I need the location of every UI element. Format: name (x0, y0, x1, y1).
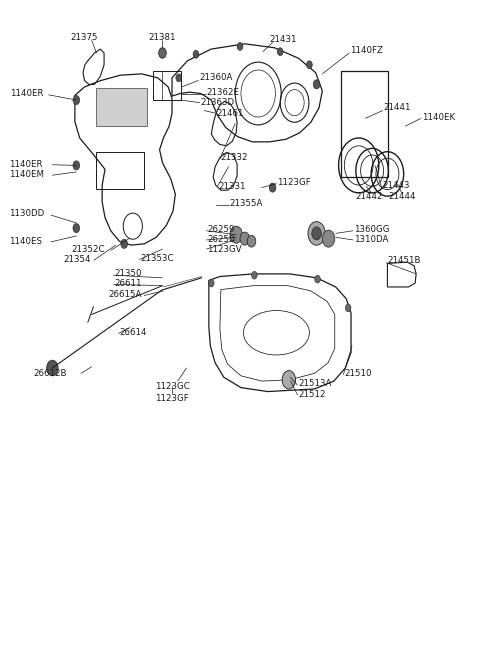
Circle shape (237, 43, 243, 50)
Text: 21441: 21441 (384, 103, 411, 113)
Text: 21431: 21431 (269, 35, 297, 45)
Text: 21443: 21443 (383, 181, 410, 190)
Text: 21332: 21332 (221, 153, 248, 162)
Circle shape (73, 96, 80, 105)
Text: 21363D: 21363D (201, 98, 235, 107)
Text: 21355A: 21355A (229, 199, 263, 208)
Circle shape (308, 221, 325, 245)
Circle shape (158, 48, 166, 58)
Text: 1140ER: 1140ER (10, 89, 44, 98)
Text: 21513A: 21513A (299, 379, 332, 388)
Text: 1360GG: 1360GG (354, 225, 389, 234)
Circle shape (73, 161, 80, 170)
Text: 1140FZ: 1140FZ (350, 46, 383, 55)
Text: 21362E: 21362E (206, 88, 240, 97)
Circle shape (121, 239, 128, 248)
Bar (96, 88, 147, 126)
Text: 21350: 21350 (115, 269, 142, 278)
Circle shape (315, 275, 321, 283)
Text: 26612B: 26612B (33, 369, 67, 378)
Text: 1123GF: 1123GF (155, 394, 189, 403)
Circle shape (240, 232, 250, 245)
Text: 1140ER: 1140ER (9, 160, 43, 168)
Text: 26614: 26614 (120, 328, 147, 337)
Text: 21451B: 21451B (387, 256, 421, 265)
Bar (96, 153, 144, 189)
Text: 1130DD: 1130DD (9, 209, 45, 218)
Text: 21442: 21442 (356, 193, 383, 201)
Text: 26611: 26611 (115, 279, 142, 288)
Circle shape (247, 235, 256, 247)
Circle shape (312, 227, 322, 240)
Text: 21375: 21375 (71, 33, 98, 42)
Text: 21360A: 21360A (199, 73, 233, 83)
Text: 21353C: 21353C (141, 253, 174, 263)
Text: 26250: 26250 (207, 234, 235, 244)
Circle shape (208, 279, 214, 287)
Circle shape (345, 304, 351, 312)
Text: 21352C: 21352C (72, 244, 105, 253)
Circle shape (307, 61, 312, 69)
Circle shape (282, 371, 296, 389)
Circle shape (230, 226, 242, 243)
Text: 21331: 21331 (218, 182, 246, 191)
Text: 1123GC: 1123GC (155, 382, 190, 391)
Text: 21461: 21461 (216, 109, 243, 118)
Text: 1310DA: 1310DA (354, 234, 388, 244)
Text: 21354: 21354 (63, 255, 90, 264)
Text: 1140EK: 1140EK (422, 113, 455, 122)
Circle shape (176, 74, 181, 82)
Text: 21512: 21512 (299, 390, 326, 399)
Text: 21444: 21444 (388, 193, 416, 201)
Text: 26615A: 26615A (108, 290, 142, 299)
Circle shape (277, 48, 283, 56)
Circle shape (323, 230, 335, 247)
Circle shape (269, 183, 276, 192)
Circle shape (47, 360, 58, 376)
Text: 1140EM: 1140EM (9, 170, 44, 179)
Text: 21510: 21510 (344, 369, 372, 378)
Bar (153, 71, 180, 100)
Text: 21381: 21381 (149, 33, 176, 42)
Text: 26259: 26259 (207, 225, 235, 234)
Bar (341, 71, 388, 177)
Circle shape (252, 271, 257, 279)
Text: 1123GF: 1123GF (277, 178, 311, 187)
Circle shape (73, 223, 80, 233)
Text: 1123GV: 1123GV (207, 244, 242, 253)
Text: 1140ES: 1140ES (9, 236, 42, 246)
Circle shape (313, 80, 320, 89)
Circle shape (193, 50, 199, 58)
